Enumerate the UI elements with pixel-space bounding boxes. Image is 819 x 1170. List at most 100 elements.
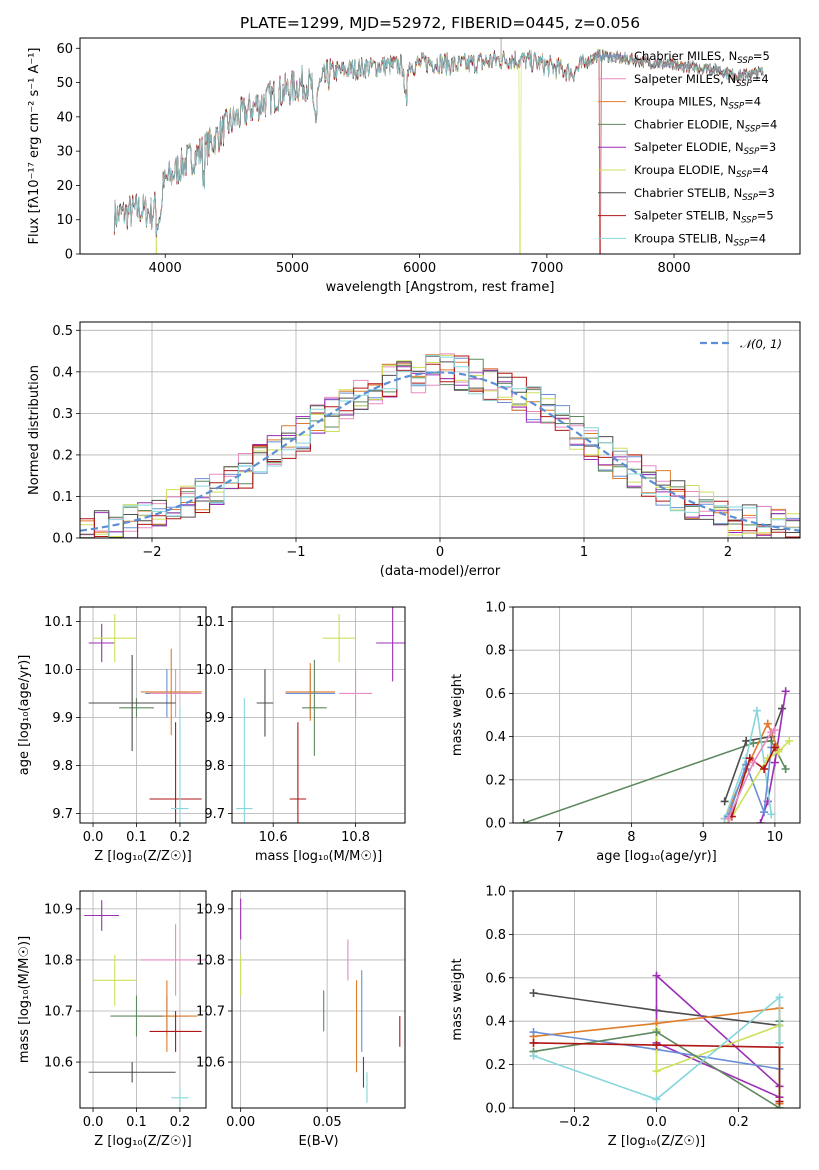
x-tick-label: 8000 [658, 261, 691, 276]
weight-marker [767, 810, 776, 819]
errorbar-point [140, 924, 206, 996]
plot-area [519, 687, 794, 823]
y-tick-label: 0.4 [485, 1015, 506, 1030]
x-tick-label: 0.1 [126, 1115, 147, 1130]
weight-marker [529, 1051, 538, 1060]
y-tick-label: 10.9 [44, 902, 73, 917]
weight-marker [775, 1097, 784, 1106]
y-tick-label: 30 [56, 145, 73, 160]
y-tick-label: 10.9 [196, 902, 225, 917]
y-tick-label: 9.7 [204, 807, 225, 822]
x-axis-label: Z [log₁₀(Z/Z☉)] [94, 1134, 191, 1149]
y-tick-label: 1.0 [485, 601, 506, 616]
y-tick-label: 10.6 [196, 1056, 225, 1071]
y-tick-label: 50 [56, 76, 73, 91]
errorbar-point [110, 995, 163, 1037]
legend-label: Chabrier MILES, NSSP=5 [634, 49, 770, 66]
x-tick-label: 0.2 [170, 830, 191, 845]
weight-line [759, 691, 787, 823]
x-axis-label: (data-model)/error [380, 564, 501, 579]
errorbar-point [376, 607, 405, 682]
x-tick-label: 8 [627, 830, 635, 845]
weight-line [655, 973, 781, 1098]
y-tick-label: 0 [65, 248, 73, 263]
y-tick-label: 10.0 [44, 663, 73, 678]
chart-spectrum: Chabrier MILES, NSSP=5 Salpeter MILES, NS… [27, 14, 801, 295]
x-tick-label: 10 [767, 830, 784, 845]
observed-spectrum [584, 50, 764, 82]
x-tick-label: 0.0 [83, 830, 104, 845]
errorbar-point [149, 669, 202, 718]
chart-title: PLATE=1299, MJD=52972, FIBERID=0445, z=0… [240, 14, 640, 32]
legend-label: Kroupa STELIB, NSSP=4 [634, 231, 766, 248]
legend-label: Kroupa ELODIE, NSSP=4 [634, 163, 769, 180]
x-tick-label: −1 [286, 545, 305, 560]
errorbar-point [93, 614, 137, 663]
weight-marker [529, 1028, 538, 1037]
axes-frame [79, 890, 207, 1109]
x-tick-label: 10.6 [259, 830, 288, 845]
errorbar-point [140, 648, 202, 736]
x-tick-label: 6000 [403, 261, 436, 276]
chart-massweight-vs-age: 7 8 9 10 0.0 0.2 0.4 0.6 0.8 1.0 age [log₁₀(age/yr… [450, 601, 801, 864]
y-tick-label: 0.5 [52, 324, 73, 339]
weight-marker [652, 1067, 661, 1076]
chart-age-vs-mass: 10.6 10.8 9.7 9.8 9.9 10.0 10.1 mass [log₁₀(M/M… [196, 606, 406, 864]
errorbar-point [149, 1010, 202, 1052]
axes-frame [231, 890, 406, 1109]
chart-massweight-vs-Z: −0.2 0.0 0.2 0.0 0.2 0.4 0.6 0.8 1.0 Z [log₁₀(Z/Z… [450, 885, 801, 1149]
legend-label: Chabrier ELODIE, NSSP=4 [634, 117, 777, 134]
y-tick-label: 0.3 [52, 407, 73, 422]
weight-marker [529, 1038, 538, 1047]
weight-marker [785, 736, 794, 745]
y-tick-label: 0.4 [52, 365, 73, 380]
x-tick-label: 0 [436, 545, 444, 560]
weight-marker [529, 988, 538, 997]
y-axis-label: Normed distribution [27, 365, 42, 495]
weight-marker [742, 736, 751, 745]
x-tick-label: 0.00 [226, 1115, 255, 1130]
weight-line [533, 995, 781, 1101]
histogram-step [80, 355, 800, 538]
weight-marker [774, 747, 783, 756]
plot-area [529, 971, 784, 1108]
weight-marker [745, 754, 754, 763]
y-tick-label: 10.1 [196, 615, 225, 630]
weight-marker [756, 819, 765, 823]
weight-marker [770, 743, 779, 752]
errorbar-point [88, 655, 176, 751]
weight-marker [652, 1095, 661, 1104]
y-tick-label: 10.8 [44, 953, 73, 968]
y-tick-label: 9.9 [52, 711, 73, 726]
histogram-step [80, 355, 800, 538]
x-axis-label: mass [log₁₀(M/M☉)] [255, 849, 382, 864]
weight-marker [781, 687, 790, 696]
x-tick-label: 4000 [149, 261, 182, 276]
normal-curve [80, 371, 800, 532]
chart-residuals: 𝒩(0, 1) −2 −1 0 1 2 0.0 0.1 0.2 0.3 0.4 0.5 (data-mo… [27, 321, 801, 579]
legend-label: Salpeter STELIB, NSSP=5 [634, 209, 774, 226]
plot-area [113, 38, 764, 254]
y-tick-label: 0.6 [485, 687, 506, 702]
errorbar-point [88, 623, 115, 663]
axes-frame [231, 606, 406, 824]
x-tick-label: 1 [580, 545, 588, 560]
errorbar-point [84, 900, 120, 931]
y-tick-label: 9.9 [204, 711, 225, 726]
x-axis-label: Z [log₁₀(Z/Z☉)] [608, 1134, 705, 1149]
y-tick-label: 0.2 [52, 448, 73, 463]
weight-marker [752, 706, 761, 715]
weight-marker [652, 1028, 661, 1037]
chart-age-vs-Z: 0.0 0.1 0.2 9.7 9.8 9.9 10.0 10.1 Z [log₁₀(Z/Z☉)… [17, 606, 207, 864]
weight-line [723, 708, 783, 802]
y-tick-label: 10 [56, 213, 73, 228]
x-tick-label: 10.8 [341, 830, 370, 845]
errorbar-point [119, 698, 154, 718]
errorbar-point [285, 663, 335, 721]
y-axis-label: mass weight [450, 674, 465, 756]
axes-frame [79, 37, 801, 255]
legend-label: Chabrier STELIB, NSSP=3 [634, 186, 775, 203]
weight-marker [519, 819, 528, 823]
errorbar-point [93, 954, 137, 1006]
weight-line [533, 1042, 781, 1102]
